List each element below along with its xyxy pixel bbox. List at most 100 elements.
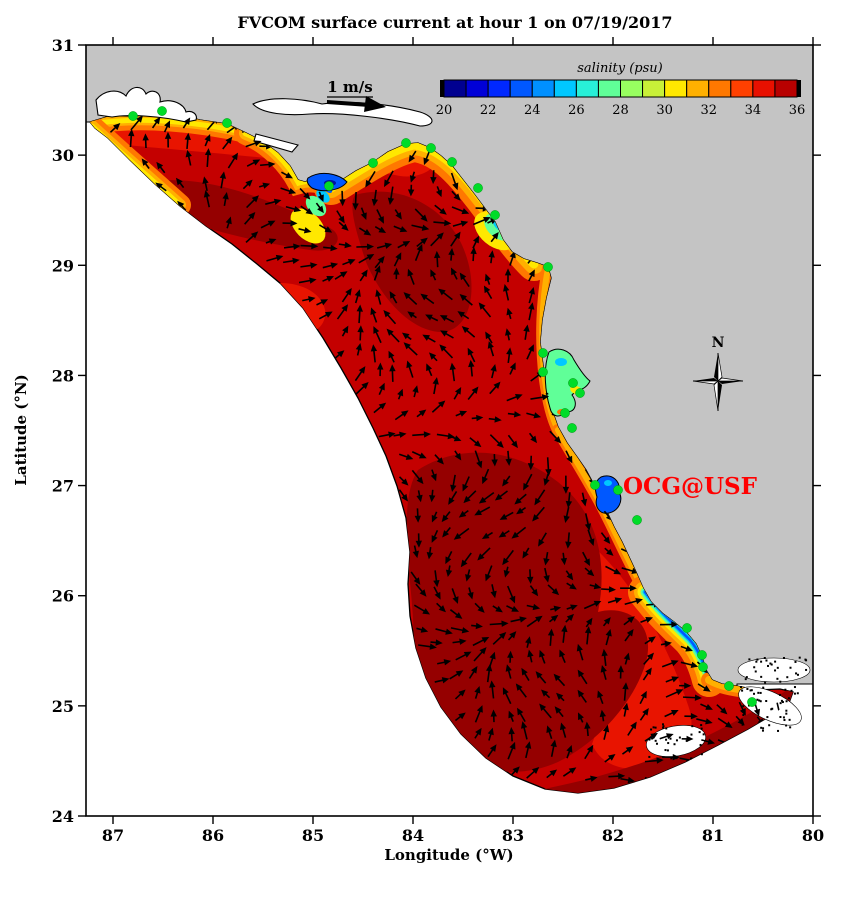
current-arrow: [378, 431, 396, 438]
current-arrow: [554, 706, 564, 718]
current-arrow: [341, 287, 352, 303]
arrow-head: [293, 243, 301, 250]
current-arrow: [528, 269, 535, 282]
arrow-head: [487, 727, 494, 736]
current-arrow: [502, 549, 514, 566]
current-arrow: [561, 624, 568, 643]
current-arrow: [515, 683, 527, 698]
arrow-head: [445, 569, 453, 578]
current-arrow: [600, 665, 607, 680]
current-arrow: [478, 492, 495, 504]
island-speckle: [758, 699, 761, 702]
arrow-head: [454, 231, 461, 240]
current-arrow: [509, 362, 516, 375]
arrow-head: [533, 412, 542, 419]
current-arrow: [454, 450, 462, 461]
current-arrow: [529, 585, 539, 597]
current-arrow: [442, 527, 451, 538]
current-arrow: [696, 718, 713, 725]
current-arrow: [282, 220, 298, 227]
current-arrow: [453, 527, 470, 540]
current-arrow: [643, 652, 654, 665]
arrow-head: [156, 161, 164, 170]
x-tick-label: 86: [202, 826, 224, 845]
arrow-head: [202, 176, 209, 184]
current-arrow: [449, 670, 464, 680]
current-arrow: [142, 133, 149, 149]
island-speckle: [779, 680, 782, 683]
arrow-shaft: [474, 450, 481, 464]
arrow-head: [626, 628, 634, 637]
arrow-head: [185, 149, 192, 158]
current-arrow: [505, 450, 512, 466]
current-arrow: [642, 667, 652, 681]
current-arrow: [449, 362, 456, 382]
current-arrow: [336, 210, 345, 224]
current-arrow: [506, 393, 523, 402]
current-arrow: [202, 176, 209, 192]
arrow-head: [339, 199, 346, 207]
arrow-shaft: [358, 309, 361, 324]
y-tick-label: 27: [52, 477, 74, 496]
arrow-head: [401, 332, 410, 340]
arrow-head: [499, 513, 508, 520]
arrow-shaft: [130, 118, 141, 131]
arrow-shaft: [389, 186, 394, 201]
arrow-head: [586, 744, 594, 753]
arrow-head: [326, 276, 335, 282]
arrow-head: [527, 576, 534, 584]
island-speckle: [650, 728, 653, 731]
arrow-head: [400, 410, 409, 417]
island-speckle: [798, 656, 801, 659]
current-arrow: [246, 195, 259, 209]
arrow-head: [389, 291, 396, 299]
arrow-head: [630, 721, 637, 730]
current-arrow: [280, 187, 297, 195]
scale-label: 1 m/s: [327, 78, 372, 96]
arrow-head: [535, 671, 543, 679]
current-arrow: [507, 631, 517, 641]
arrow-head: [509, 631, 517, 639]
current-arrow: [526, 767, 540, 779]
current-arrow: [437, 659, 452, 666]
arrow-shaft: [507, 746, 514, 760]
arrow-head: [553, 605, 562, 612]
keys-islands: [646, 656, 811, 762]
arrow-head: [429, 494, 436, 503]
station-dot: [538, 367, 548, 377]
arrow-head: [505, 664, 512, 672]
arrow-head: [541, 394, 550, 401]
arrow-head: [141, 158, 149, 166]
current-arrow: [409, 171, 416, 183]
arrow-head: [418, 452, 427, 459]
arrow-head: [521, 667, 528, 676]
current-arrow: [431, 400, 446, 413]
current-arrow: [458, 509, 469, 518]
current-arrow: [299, 187, 311, 200]
arrow-head: [462, 483, 469, 492]
current-arrow: [459, 272, 470, 287]
arrow-head: [622, 702, 629, 711]
current-arrow: [525, 636, 532, 648]
current-arrow: [227, 152, 239, 169]
arrow-head: [459, 294, 467, 302]
arrow-head: [539, 649, 546, 658]
arrow-head: [511, 605, 519, 612]
arrow-shaft: [418, 644, 433, 648]
arrow-head: [568, 767, 577, 774]
arrow-shaft: [372, 349, 376, 363]
arrow-head: [204, 148, 212, 156]
current-arrow: [454, 712, 466, 722]
current-arrow: [450, 267, 458, 280]
y-tick-label: 29: [52, 256, 74, 275]
current-arrow: [700, 703, 713, 710]
station-dot: [575, 388, 585, 398]
current-arrow: [506, 605, 519, 612]
arrow-shaft: [433, 381, 437, 395]
current-arrow: [682, 694, 702, 701]
current-arrow: [359, 269, 368, 282]
current-arrow: [452, 638, 467, 645]
arrow-shaft: [205, 194, 211, 208]
arrow-head: [577, 689, 585, 698]
x-tick-label: 87: [102, 826, 124, 845]
